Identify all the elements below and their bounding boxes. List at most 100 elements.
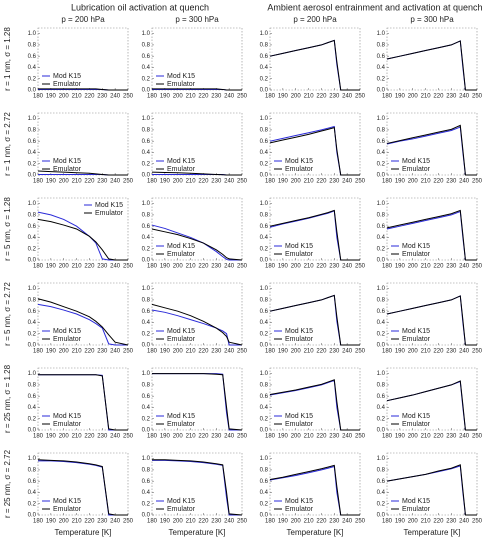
- y-tick-label: 0.4: [28, 150, 37, 156]
- x-tick-label: 210: [186, 519, 197, 525]
- line-series: [151, 303, 243, 346]
- y-tick-label: 0.4: [28, 320, 37, 326]
- y-tick-label: 0.8: [28, 42, 37, 48]
- y-tick-label: 0.8: [142, 382, 151, 388]
- line-series: [386, 124, 477, 176]
- legend-label: Emulator: [285, 166, 314, 173]
- plot-frame: [269, 282, 361, 346]
- x-tick-label: 200: [291, 519, 302, 525]
- x-tick-label: 230: [329, 519, 340, 525]
- line-series: [269, 125, 360, 176]
- y-tick-label: 0.4: [260, 490, 269, 496]
- line-series: [269, 465, 360, 516]
- x-tick-label: 230: [97, 94, 108, 100]
- line-series: [386, 40, 477, 91]
- line-series: [152, 88, 242, 91]
- y-tick-label: 0.0: [142, 173, 151, 179]
- x-tick-label: 180: [33, 179, 44, 185]
- plot-frame: [269, 112, 361, 176]
- y-tick-label: 1.0: [377, 456, 386, 462]
- x-tick-label: 190: [278, 179, 289, 185]
- legend-label: Mod K15: [167, 413, 195, 420]
- line-series: [38, 374, 128, 431]
- y-tick-label: 0.0: [377, 428, 386, 434]
- legend-label: Mod K15: [285, 498, 313, 505]
- x-tick-label: 200: [408, 94, 419, 100]
- x-tick-label: 190: [46, 519, 57, 525]
- y-tick-label: 0.8: [28, 467, 37, 473]
- line-series: [152, 459, 243, 516]
- plot-frame: [151, 282, 243, 346]
- y-tick-label: 0.8: [377, 212, 386, 218]
- x-tick-label: 190: [278, 519, 289, 525]
- y-tick-label: 0.4: [377, 65, 386, 71]
- y-tick-label: 0.2: [377, 76, 386, 82]
- y-tick-label: 1.0: [28, 371, 37, 377]
- x-tick-label: 250: [355, 179, 366, 185]
- legend-label: Mod K15: [95, 202, 123, 209]
- x-tick-label: 210: [186, 94, 197, 100]
- line-series: [37, 459, 128, 516]
- x-tick-label: 240: [342, 434, 353, 440]
- x-tick-label: 180: [382, 94, 393, 100]
- y-tick-label: 0.2: [28, 501, 37, 507]
- x-tick-label: 180: [265, 519, 276, 525]
- x-tick-label: 250: [237, 349, 248, 355]
- x-tick-label: 220: [316, 94, 327, 100]
- x-tick-label: 210: [72, 519, 83, 525]
- x-tick-label: 240: [459, 519, 470, 525]
- y-tick-label: 0.2: [260, 246, 269, 252]
- x-tick-label: 200: [408, 519, 419, 525]
- x-tick-label: 230: [97, 179, 108, 185]
- y-tick-label: 1.0: [142, 201, 151, 207]
- y-tick-label: 0.4: [142, 320, 151, 326]
- x-tick-label: 200: [408, 264, 419, 270]
- y-tick-label: 0.4: [260, 235, 269, 241]
- x-tick-label: 200: [59, 264, 70, 270]
- y-tick-label: 1.0: [260, 286, 269, 292]
- y-tick-label: 0.6: [28, 309, 37, 315]
- y-tick-label: 0.2: [142, 501, 151, 507]
- legend-label: Mod K15: [285, 243, 313, 250]
- x-tick-label: 240: [459, 434, 470, 440]
- y-tick-label: 0.6: [28, 54, 37, 60]
- y-tick-label: 0.8: [142, 467, 151, 473]
- x-tick-label: 220: [84, 434, 95, 440]
- x-tick-label: 190: [160, 94, 171, 100]
- line-series: [269, 209, 360, 261]
- x-tick-label: 180: [265, 179, 276, 185]
- row-label: r = 25 nm, σ = 1.28: [3, 364, 12, 433]
- x-tick-label: 230: [97, 519, 108, 525]
- y-tick-label: 0.2: [142, 161, 151, 167]
- x-tick-label: 220: [316, 349, 327, 355]
- x-tick-label: 200: [59, 349, 70, 355]
- x-tick-label: 180: [265, 94, 276, 100]
- line-series: [386, 295, 477, 346]
- x-tick-label: 220: [198, 264, 209, 270]
- legend-label: Emulator: [167, 251, 196, 258]
- x-tick-label: 180: [265, 264, 276, 270]
- x-tick-label: 220: [198, 179, 209, 185]
- x-tick-label: 180: [382, 434, 393, 440]
- x-tick-label: 180: [33, 94, 44, 100]
- x-tick-label: 190: [278, 349, 289, 355]
- y-tick-label: 0.8: [28, 127, 37, 133]
- y-tick-label: 0.0: [142, 343, 151, 349]
- y-tick-label: 1.0: [142, 116, 151, 122]
- y-tick-label: 0.6: [260, 224, 269, 230]
- x-tick-label: 210: [421, 434, 432, 440]
- y-tick-label: 0.2: [260, 76, 269, 82]
- y-tick-label: 0.0: [28, 258, 37, 264]
- y-tick-label: 0.8: [260, 127, 269, 133]
- x-tick-label: 250: [237, 264, 248, 270]
- x-tick-label: 230: [329, 434, 340, 440]
- y-tick-label: 0.0: [142, 88, 151, 94]
- legend-label: Emulator: [53, 506, 82, 513]
- x-tick-label: 210: [186, 179, 197, 185]
- y-tick-label: 0.0: [142, 428, 151, 434]
- x-tick-label: 250: [123, 264, 134, 270]
- x-tick-label: 240: [224, 179, 235, 185]
- x-tick-label: 210: [304, 179, 315, 185]
- x-tick-label: 240: [110, 179, 121, 185]
